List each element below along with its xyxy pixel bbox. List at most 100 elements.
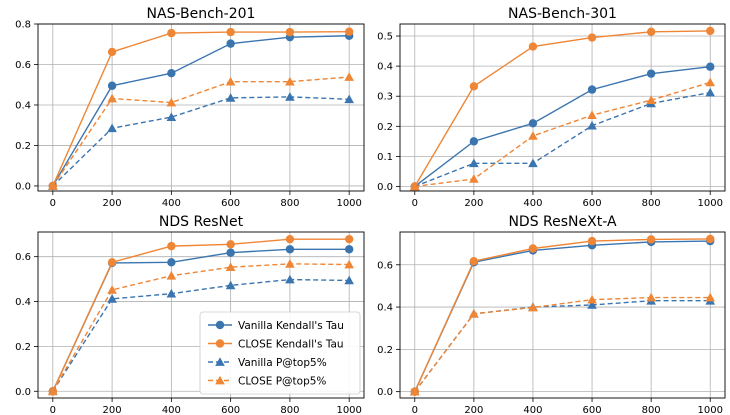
- data-point: [226, 39, 235, 48]
- data-point: [528, 302, 538, 312]
- data-point: [225, 76, 236, 86]
- data-point: [344, 234, 354, 244]
- x-tick-label: 200: [103, 198, 122, 209]
- series-1: [48, 27, 354, 191]
- x-tick-label: 0: [412, 405, 418, 415]
- legend-label: CLOSE P@top5%: [238, 376, 326, 388]
- data-point: [469, 174, 479, 183]
- data-point: [344, 245, 354, 254]
- x-tick-label: 600: [221, 405, 240, 415]
- data-point: [48, 386, 58, 396]
- y-tick-label: 0.2: [377, 122, 393, 133]
- x-tick-label: 600: [221, 198, 240, 209]
- series-line: [414, 81, 711, 188]
- data-point: [48, 181, 58, 190]
- series-1: [410, 26, 715, 191]
- data-point: [344, 259, 354, 269]
- y-tick-label: 0.8: [15, 20, 31, 31]
- data-point: [528, 42, 538, 51]
- data-point: [706, 62, 715, 71]
- series-line: [52, 35, 350, 187]
- data-point: [166, 288, 177, 298]
- series-line: [52, 30, 350, 187]
- data-point: [285, 259, 295, 268]
- data-point: [167, 68, 176, 78]
- series-line: [52, 76, 350, 187]
- series-line: [414, 296, 711, 393]
- series-0: [48, 31, 354, 191]
- data-point: [646, 292, 656, 302]
- data-point: [705, 292, 716, 302]
- y-tick-label: 0.6: [15, 252, 31, 263]
- data-point: [587, 85, 597, 94]
- series-3: [409, 77, 716, 191]
- data-point: [226, 240, 235, 249]
- data-point: [285, 27, 295, 37]
- x-tick-label: 1000: [698, 405, 723, 415]
- data-point: [344, 94, 354, 104]
- data-point: [646, 69, 656, 78]
- data-point: [285, 274, 295, 284]
- data-point: [226, 27, 235, 37]
- y-tick-label: 0.0: [15, 387, 31, 398]
- series-line: [414, 240, 711, 392]
- data-point: [225, 262, 236, 272]
- data-point: [107, 285, 117, 294]
- data-point: [225, 93, 236, 102]
- legend-box: [199, 311, 361, 395]
- data-point: [587, 300, 597, 309]
- data-point: [587, 120, 597, 130]
- legend-marker: [215, 339, 225, 348]
- data-point: [107, 81, 117, 90]
- series-2: [48, 92, 354, 190]
- y-tick-label: 0.2: [15, 342, 31, 353]
- legend: Vanilla Kendall's Tau CLOSE Kendall's Tau…: [199, 311, 361, 395]
- x-tick-label: 800: [280, 405, 299, 415]
- data-point: [285, 92, 295, 101]
- series-line: [414, 238, 711, 392]
- legend-label: Vanilla P@top5%: [238, 357, 327, 369]
- data-point: [705, 77, 716, 87]
- x-tick-label: 0: [50, 198, 56, 209]
- x-tick-label: 400: [162, 198, 181, 209]
- data-point: [469, 82, 479, 91]
- series-line: [52, 238, 350, 392]
- data-point: [285, 76, 295, 86]
- y-tick-label: 0.6: [377, 260, 393, 271]
- data-point: [344, 72, 354, 81]
- x-tick-label: 0: [412, 198, 418, 209]
- series-2: [409, 295, 716, 396]
- chart-title: NAS-Bench-201: [147, 6, 256, 22]
- legend-label: Vanilla Kendall's Tau: [238, 320, 344, 332]
- data-point: [167, 241, 176, 251]
- data-point: [166, 270, 177, 280]
- y-tick-label: 0.6: [15, 60, 31, 71]
- data-point: [409, 181, 420, 191]
- y-tick-label: 0.2: [377, 345, 393, 356]
- legend-marker: [215, 320, 225, 330]
- data-point: [706, 26, 715, 36]
- x-tick-label: 400: [162, 405, 181, 415]
- y-tick-label: 0.4: [15, 100, 31, 111]
- x-tick-label: 600: [582, 198, 601, 209]
- subplot-0: 0 200 400 600 800 1000 0.0 0.2 0.4 0.6 0.8 NAS-Benc…: [15, 6, 365, 209]
- series-1: [410, 234, 715, 396]
- y-tick-label: 0.2: [15, 141, 31, 152]
- series-2: [409, 87, 716, 191]
- data-point: [107, 93, 117, 103]
- x-tick-label: 400: [523, 405, 542, 415]
- series-line: [52, 96, 350, 187]
- data-point: [167, 258, 176, 267]
- subplot-2: 0 200 400 600 800 1000 0.0 0.2 0.4 0.6 NDS ResNet V…: [15, 214, 365, 415]
- plot-frame: [37, 231, 365, 399]
- data-point: [587, 110, 597, 120]
- data-point: [107, 258, 117, 267]
- data-point: [409, 386, 420, 396]
- x-tick-label: 1000: [336, 198, 361, 209]
- x-tick-label: 600: [582, 405, 601, 415]
- legend-marker: [215, 357, 225, 366]
- plot-frame: [37, 23, 365, 192]
- x-tick-label: 800: [280, 198, 299, 209]
- plot-frame: [399, 231, 726, 399]
